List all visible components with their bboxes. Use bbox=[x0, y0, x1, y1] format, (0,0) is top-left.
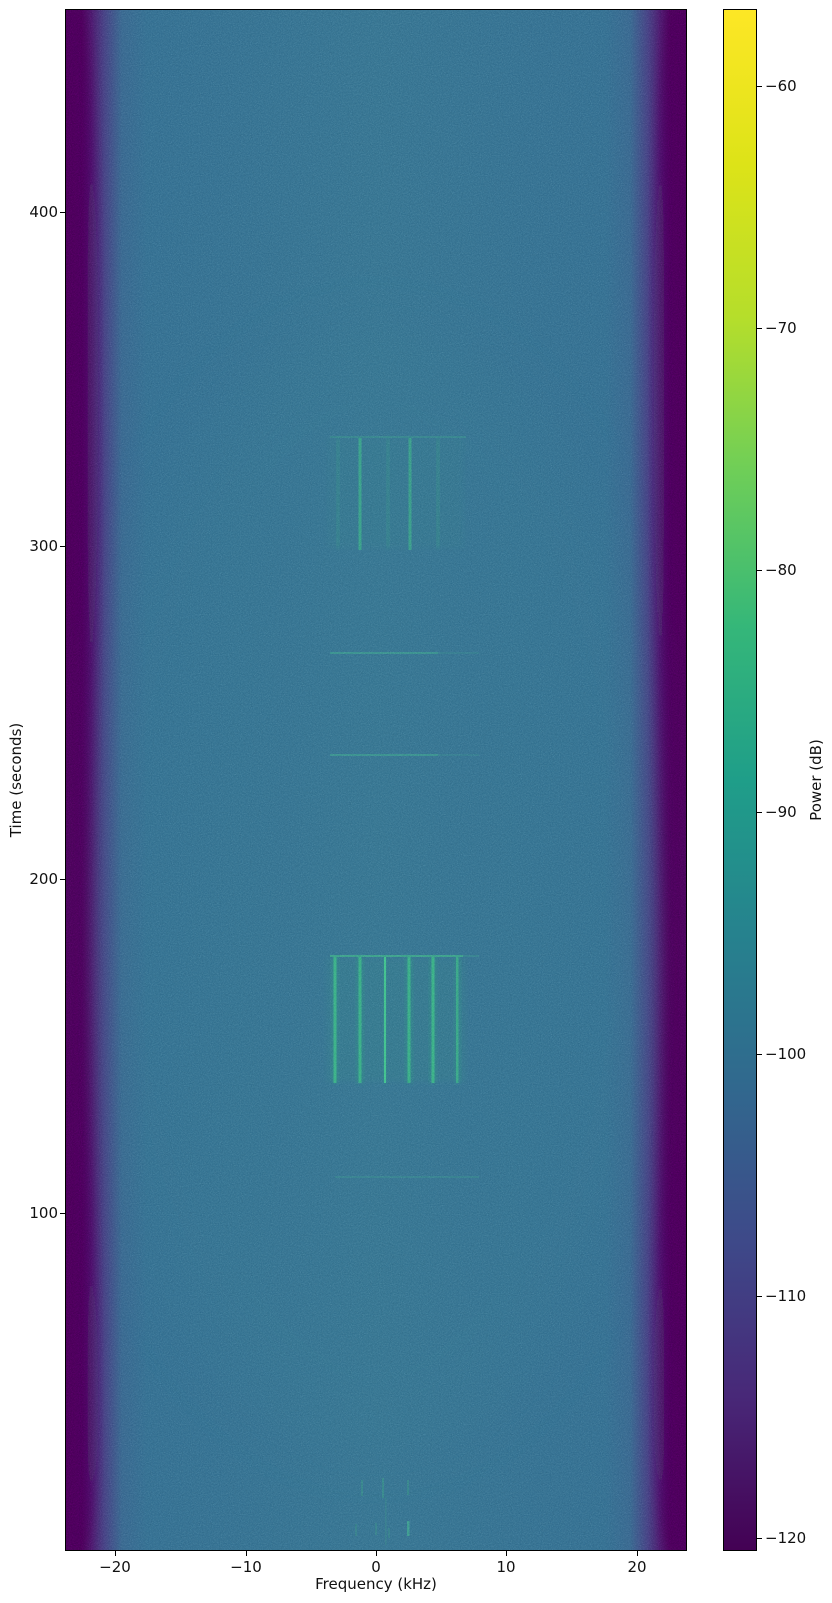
y-tick-mark bbox=[60, 212, 65, 213]
x-tick-label: −10 bbox=[230, 1558, 262, 1576]
colorbar-tick-mark bbox=[757, 1296, 762, 1297]
colorbar-tick-label: −110 bbox=[765, 1287, 807, 1305]
x-tick-mark bbox=[115, 1551, 116, 1556]
x-tick-mark bbox=[506, 1551, 507, 1556]
y-axis-label: Time (seconds) bbox=[7, 722, 25, 838]
plot-area bbox=[65, 9, 687, 1551]
x-axis-label: Frequency (kHz) bbox=[315, 1575, 437, 1593]
colorbar-tick-label: −120 bbox=[765, 1529, 807, 1547]
colorbar-tick-mark bbox=[757, 1054, 762, 1055]
colorbar-tick-label: −70 bbox=[765, 319, 797, 337]
y-tick-mark bbox=[60, 546, 65, 547]
x-tick-label: 0 bbox=[371, 1558, 381, 1576]
y-tick-label: 200 bbox=[29, 870, 58, 888]
y-tick-label: 100 bbox=[29, 1204, 58, 1222]
x-tick-label: 20 bbox=[627, 1558, 647, 1576]
colorbar-tick-label: −60 bbox=[765, 77, 797, 95]
colorbar-tick-mark bbox=[757, 570, 762, 571]
y-tick-label: 400 bbox=[29, 203, 58, 221]
y-tick-label: 300 bbox=[29, 537, 58, 555]
colorbar-tick-label: −100 bbox=[765, 1045, 807, 1063]
x-tick-label: 10 bbox=[496, 1558, 516, 1576]
colorbar-tick-mark bbox=[757, 1538, 762, 1539]
colorbar-tick-mark bbox=[757, 86, 762, 87]
speckle-noise-dark bbox=[66, 10, 686, 1550]
spectrogram-canvas bbox=[66, 10, 686, 1550]
colorbar-tick-label: −80 bbox=[765, 561, 797, 579]
colorbar bbox=[723, 9, 757, 1551]
x-tick-mark bbox=[637, 1551, 638, 1556]
y-tick-mark bbox=[60, 879, 65, 880]
colorbar-tick-label: −90 bbox=[765, 803, 797, 821]
x-tick-mark bbox=[376, 1551, 377, 1556]
colorbar-tick-mark bbox=[757, 812, 762, 813]
colorbar-tick-mark bbox=[757, 328, 762, 329]
y-tick-mark bbox=[60, 1213, 65, 1214]
colorbar-axis-label: Power (dB) bbox=[807, 739, 825, 821]
x-tick-label: −20 bbox=[99, 1558, 131, 1576]
x-tick-mark bbox=[246, 1551, 247, 1556]
